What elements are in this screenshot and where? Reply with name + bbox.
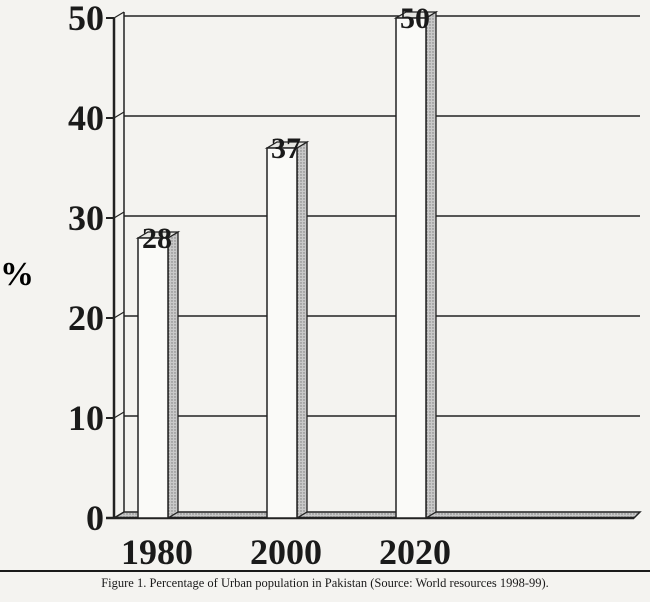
y-tick-label: 30 <box>68 198 104 238</box>
figure-caption: Figure 1. Percentage of Urban population… <box>0 570 650 591</box>
y-tick-label: 40 <box>68 98 104 138</box>
y-tick-depth <box>113 311 125 319</box>
y-tick-depth <box>113 211 125 219</box>
y-tick-label: 20 <box>68 298 104 338</box>
y-tick-label: 50 <box>68 0 104 38</box>
y-tick-depth <box>113 411 125 419</box>
data-label: 50 <box>400 2 430 35</box>
bar <box>266 147 298 519</box>
data-label: 37 <box>271 132 301 165</box>
y-tick-label: 10 <box>68 398 104 438</box>
x-tick-label: 2000 <box>250 532 322 570</box>
x-tick-label: 2020 <box>379 532 451 570</box>
bar-chart: 0 10 20 30 40 50 28 1980 37 2000 50 2020 % <box>0 0 642 572</box>
bar-side <box>167 230 179 520</box>
data-label: 28 <box>142 222 172 255</box>
bar <box>137 237 169 519</box>
y-tick-depth <box>113 111 125 119</box>
x-tick-label: 1980 <box>121 532 193 570</box>
y-tick-depth <box>113 11 125 19</box>
y-axis-label: % <box>0 256 34 293</box>
bar <box>395 17 427 519</box>
bar-side <box>425 10 437 520</box>
bar-side <box>296 140 308 520</box>
y-tick-label: 0 <box>86 498 104 538</box>
